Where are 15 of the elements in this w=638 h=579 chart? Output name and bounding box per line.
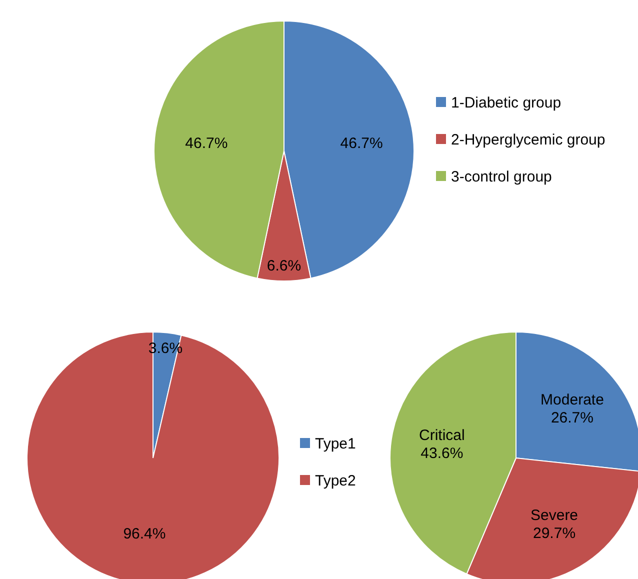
slice-label: Moderate bbox=[540, 391, 604, 408]
data-label: 6.6% bbox=[266, 258, 302, 275]
legend-label: 2-Hyperglycemic group bbox=[451, 131, 606, 148]
legend-label: Type2 bbox=[315, 472, 356, 490]
data-label: 96.4% bbox=[123, 525, 166, 542]
data-label: 46.7% bbox=[185, 135, 228, 152]
legend-label: 3-control group bbox=[451, 168, 552, 186]
data-label: 46.7% bbox=[340, 135, 383, 152]
data-label: 29.7% bbox=[533, 525, 576, 542]
data-label: 26.7% bbox=[550, 409, 594, 426]
data-label: 43.6% bbox=[420, 444, 464, 462]
legend-label: Type1 bbox=[315, 435, 356, 452]
legend-label: 1-Diabetic group bbox=[451, 94, 562, 112]
slice-label: Severe bbox=[530, 507, 578, 524]
slice-label: Critical bbox=[419, 426, 465, 444]
